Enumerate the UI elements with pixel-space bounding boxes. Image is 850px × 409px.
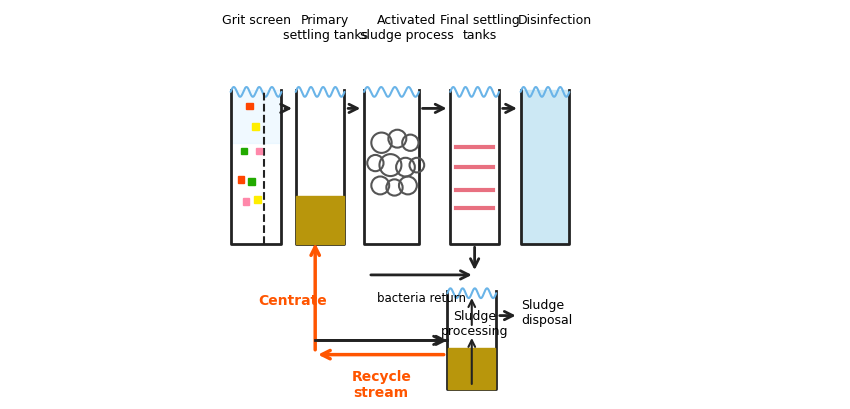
Bar xyxy=(254,197,261,203)
Bar xyxy=(256,148,263,155)
Text: Sludge
processing: Sludge processing xyxy=(441,310,508,338)
Bar xyxy=(243,199,249,205)
Text: Final settling
tanks: Final settling tanks xyxy=(440,13,520,41)
Bar xyxy=(297,196,343,245)
Bar xyxy=(448,348,496,389)
Text: Centrate: Centrate xyxy=(258,293,327,307)
Text: Activated
sludge process: Activated sludge process xyxy=(360,13,454,41)
Bar xyxy=(246,103,252,110)
Text: Recycle
stream: Recycle stream xyxy=(351,369,411,399)
Text: bacteria return: bacteria return xyxy=(377,292,466,304)
Bar xyxy=(241,148,247,155)
Text: Primary
settling tanks: Primary settling tanks xyxy=(283,13,368,41)
Text: Disinfection: Disinfection xyxy=(518,13,592,27)
Text: Sludge
disposal: Sludge disposal xyxy=(521,298,573,326)
Bar xyxy=(231,91,280,144)
Text: Grit screen: Grit screen xyxy=(222,13,291,27)
Bar xyxy=(248,179,255,185)
Bar xyxy=(238,177,245,183)
Bar xyxy=(521,91,569,245)
Bar xyxy=(252,124,258,130)
